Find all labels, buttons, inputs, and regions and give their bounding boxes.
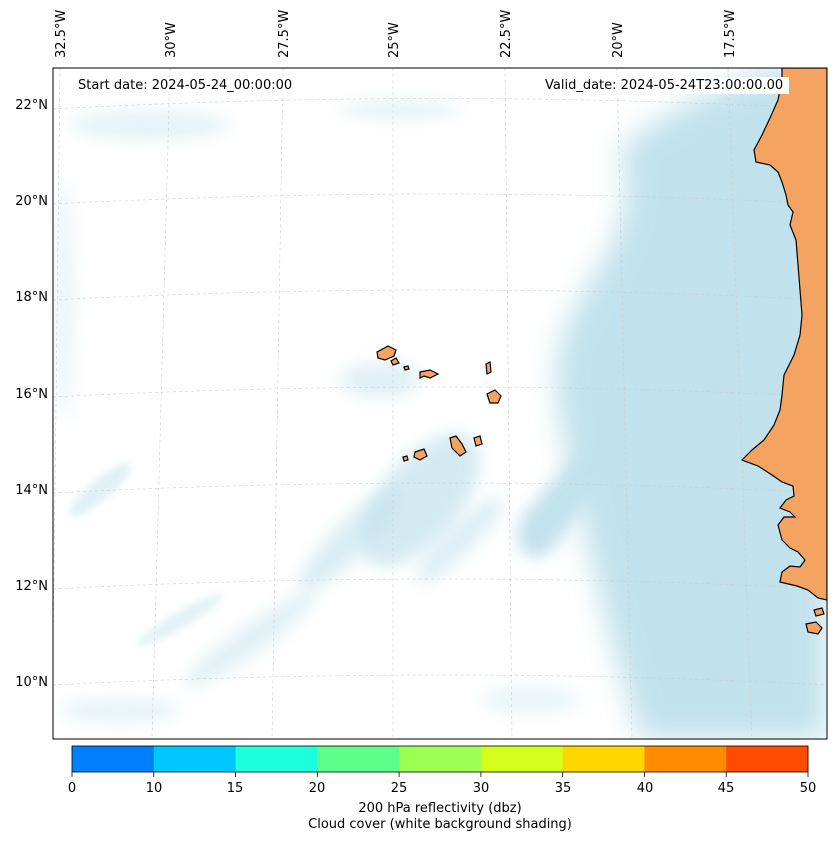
island-santa-luzia [403,365,410,371]
map-area [53,68,827,739]
lon-label-22-5w: 22.5°W [499,9,514,58]
start-date-label: Start date: 2024-05-24_00:00:00 [72,77,299,94]
colorbar-segment [153,746,237,772]
lon-label-17-5w: 17.5°W [723,9,738,58]
island-santiago [449,435,467,457]
colorbar [71,745,809,777]
coast-island-south-2 [813,607,825,617]
island-brava [402,455,409,462]
colorbar-tick: 40 [636,781,654,796]
colorbar-label-line1: 200 hPa reflectivity (dbz) [358,801,522,816]
coast-island-south-1 [805,621,823,635]
colorbar-tick: 10 [145,781,163,796]
lat-label-10n: 10°N [15,675,48,690]
colorbar-label: 200 hPa reflectivity (dbz) Cloud cover (… [72,801,808,833]
map-frame [52,67,828,740]
island-sao-nicolau [419,369,440,379]
land [376,68,827,635]
colorbar-tick: 50 [799,781,817,796]
colorbar-segment [644,746,727,772]
lat-label-16n: 16°N [15,387,48,402]
colorbar-tick: 35 [554,781,572,796]
valid-date-label: Valid_date: 2024-05-24T23:00:00.00 [539,77,790,94]
colorbar-tick: 30 [472,781,490,796]
colorbar-segment [726,746,809,772]
colorbar-segment [317,746,400,772]
island-fogo [413,448,428,461]
cloud-cover [55,68,827,739]
lon-label-20w: 20°W [611,22,626,58]
colorbar-segment [235,746,318,772]
lat-label-22n: 22°N [15,98,48,113]
colorbar-segment [480,746,564,772]
lon-label-32-5w: 32.5°W [54,9,69,58]
island-sao-vicente [390,357,400,366]
lat-label-12n: 12°N [15,579,48,594]
african-coast [740,68,827,601]
colorbar-segment [562,746,645,772]
colorbar-tick: 15 [226,781,244,796]
island-santo-antao [376,345,397,361]
island-sal [485,361,492,375]
colorbar-segment [72,746,155,772]
island-maio [473,435,483,447]
lat-label-18n: 18°N [15,290,48,305]
lon-label-30w: 30°W [164,22,179,58]
island-boa-vista [486,389,502,404]
lon-label-27-5w: 27.5°W [277,9,292,58]
lat-label-14n: 14°N [15,483,48,498]
colorbar-label-line2: Cloud cover (white background shading) [308,817,572,832]
lat-label-20n: 20°N [15,194,48,209]
lon-label-25w: 25°W [387,22,402,58]
colorbar-tick: 20 [308,781,326,796]
colorbar-tick: 25 [390,781,408,796]
colorbar-tick: 45 [717,781,735,796]
colorbar-tick: 0 [67,781,77,796]
colorbar-segment [399,746,482,772]
